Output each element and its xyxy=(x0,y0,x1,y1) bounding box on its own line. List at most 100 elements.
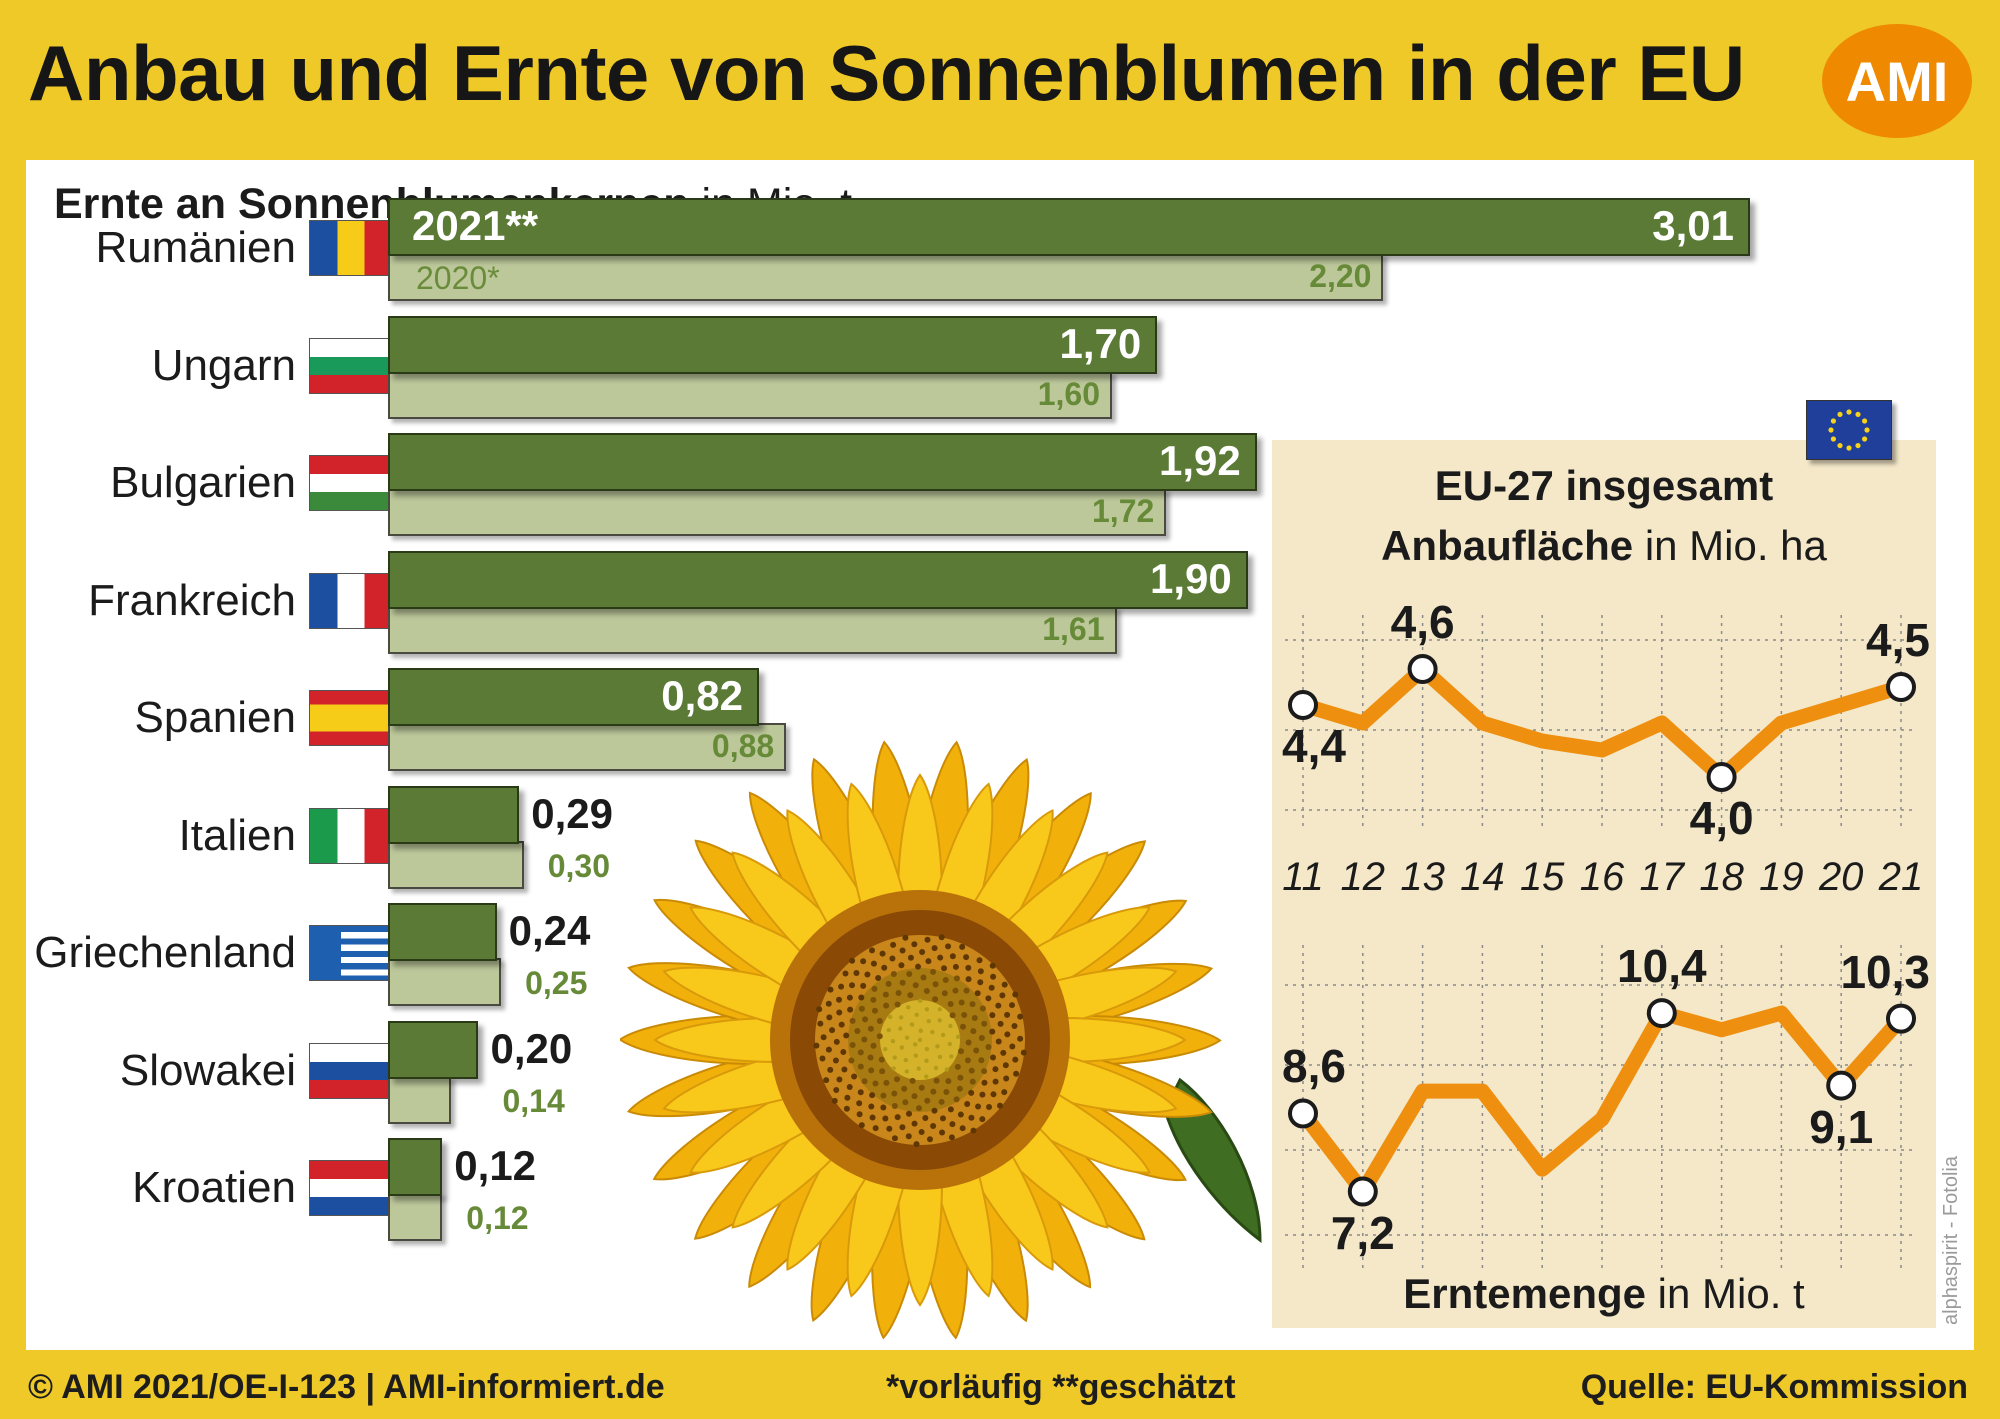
photo-credit: alphaspirit - Fotolia xyxy=(1940,1156,1962,1325)
country-label-kroatien: Kroatien xyxy=(132,1163,296,1212)
harvest-value-20: 9,1 xyxy=(1809,1100,1874,1153)
legend-2020: 2020* xyxy=(416,260,500,296)
country-label-ungarn: Ungarn xyxy=(151,340,296,390)
year-label-13: 13 xyxy=(1400,855,1445,899)
footer-source: Quelle: EU-Kommission xyxy=(1580,1368,1968,1406)
area-point-11 xyxy=(1288,690,1318,720)
bar-2021-spanien xyxy=(388,668,760,726)
flag-frankreich-icon xyxy=(309,572,393,629)
logo-text: AMI xyxy=(1845,49,1949,113)
value-2020-griechenland: 0,25 xyxy=(525,965,588,1001)
value-2021-ungarn: 1,70 xyxy=(1059,319,1142,367)
value-2021-rumaenien: 3,01 xyxy=(1652,202,1734,249)
harvest-label: Erntemenge xyxy=(1403,1270,1646,1317)
value-2021-kroatien: 0,12 xyxy=(454,1142,537,1189)
country-label-spanien: Spanien xyxy=(134,693,296,742)
footer-copyright: © AMI 2021/OE-I-123 | AMI-informiert.de xyxy=(28,1368,665,1406)
bar-2021-kroatien xyxy=(388,1138,443,1196)
area-value-11: 4,4 xyxy=(1282,720,1346,772)
value-2020-rumaenien: 2,20 xyxy=(1309,258,1372,294)
harvest-value-17: 10,4 xyxy=(1617,940,1707,993)
harvest-point-21 xyxy=(1886,1003,1916,1034)
bar-2021-bulgarien xyxy=(388,433,1257,491)
year-label-15: 15 xyxy=(1519,855,1565,899)
legend-2021: 2021** xyxy=(412,202,539,249)
harvest-line xyxy=(1295,1005,1909,1200)
bar-2020-bulgarien xyxy=(388,488,1167,536)
area-value-21: 4,5 xyxy=(1866,614,1930,666)
area-point-18 xyxy=(1706,762,1737,792)
harvest-point-11 xyxy=(1288,1098,1318,1129)
bar-2020-rumaenien xyxy=(388,253,1384,301)
value-2020-kroatien: 0,12 xyxy=(466,1200,529,1236)
flag-kroatien-icon xyxy=(309,1160,393,1216)
value-2021-frankreich: 1,90 xyxy=(1149,554,1232,602)
bar-2020-slowakei xyxy=(388,1075,452,1124)
value-2021-bulgarien: 1,92 xyxy=(1159,437,1241,484)
year-label-19: 19 xyxy=(1759,855,1804,899)
value-2020-slowakei: 0,14 xyxy=(502,1082,565,1119)
value-2020-ungarn: 1,60 xyxy=(1037,375,1100,412)
year-label-20: 20 xyxy=(1818,855,1864,899)
flag-slowakei-icon xyxy=(309,1042,393,1099)
bar-2021-rumaenien xyxy=(388,198,1750,256)
country-label-griechenland: Griechenland xyxy=(34,928,296,977)
flag-ungarn-icon xyxy=(309,337,393,394)
sunflower-icon xyxy=(620,740,1262,1340)
harvest-chart-title: Erntemenge in Mio. t xyxy=(1272,1270,1936,1318)
harvest-unit: in Mio. t xyxy=(1657,1270,1805,1317)
bar-2021-griechenland xyxy=(388,903,497,961)
eu-flag-icon xyxy=(1806,400,1892,460)
area-label: Anbaufläche xyxy=(1381,522,1634,569)
area-value-13: 4,6 xyxy=(1390,596,1455,648)
inset-title: EU-27 insgesamt xyxy=(1434,462,1774,509)
area-point-13 xyxy=(1407,654,1438,684)
year-label-14: 14 xyxy=(1460,855,1505,899)
area-chart-title: Anbaufläche in Mio. ha xyxy=(1272,522,1936,570)
value-2021-griechenland: 0,24 xyxy=(508,907,591,954)
year-label-21: 21 xyxy=(1878,855,1924,899)
country-label-rumaenien: Rumänien xyxy=(95,223,296,272)
flag-spanien-icon xyxy=(309,690,393,746)
bar-2020-kroatien xyxy=(388,1193,443,1241)
harvest-point-17 xyxy=(1646,998,1677,1029)
bar-2020-ungarn xyxy=(388,370,1112,419)
area-unit: in Mio. ha xyxy=(1644,522,1827,569)
value-2021-italien: 0,29 xyxy=(531,789,613,837)
country-label-italien: Italien xyxy=(178,810,296,860)
country-label-bulgarien: Bulgarien xyxy=(110,458,296,507)
bar-2021-italien xyxy=(388,785,520,844)
value-2021-slowakei: 0,20 xyxy=(490,1024,573,1072)
area-line xyxy=(1295,661,1909,785)
bar-2021-slowakei xyxy=(388,1020,479,1079)
value-2020-bulgarien: 1,72 xyxy=(1092,493,1155,529)
area-value-18: 4,0 xyxy=(1689,792,1754,844)
year-label-12: 12 xyxy=(1340,855,1386,899)
harvest-value-21: 10,3 xyxy=(1840,945,1930,998)
bar-2020-italien xyxy=(388,840,524,889)
bar-2021-frankreich xyxy=(388,550,1248,609)
country-label-frankreich: Frankreich xyxy=(88,575,296,625)
flag-griechenland-icon xyxy=(309,925,393,981)
value-2020-spanien: 0,88 xyxy=(711,728,775,764)
year-label-17: 17 xyxy=(1639,855,1685,899)
year-label-11: 11 xyxy=(1282,855,1324,899)
year-label-18: 18 xyxy=(1699,855,1744,899)
country-label-slowakei: Slowakei xyxy=(119,1045,296,1095)
bar-2021-ungarn xyxy=(388,315,1158,374)
ami-logo: AMI xyxy=(1822,24,1972,138)
harvest-point-20 xyxy=(1826,1070,1857,1101)
value-2020-frankreich: 1,61 xyxy=(1042,610,1105,647)
bar-2020-griechenland xyxy=(388,958,502,1006)
value-2021-spanien: 0,82 xyxy=(661,672,744,719)
year-label-16: 16 xyxy=(1579,855,1625,899)
footer-notes: *vorläufig **geschätzt xyxy=(886,1368,1236,1406)
value-2020-italien: 0,30 xyxy=(547,847,611,884)
area-point-21 xyxy=(1886,672,1916,702)
harvest-point-12 xyxy=(1347,1176,1378,1207)
eu-inset-panel xyxy=(1272,440,1936,1328)
bar-2020-frankreich xyxy=(388,605,1117,654)
page-title: Anbau und Ernte von Sonnenblumen in der … xyxy=(28,29,1745,117)
harvest-value-11: 8,6 xyxy=(1282,1040,1346,1093)
